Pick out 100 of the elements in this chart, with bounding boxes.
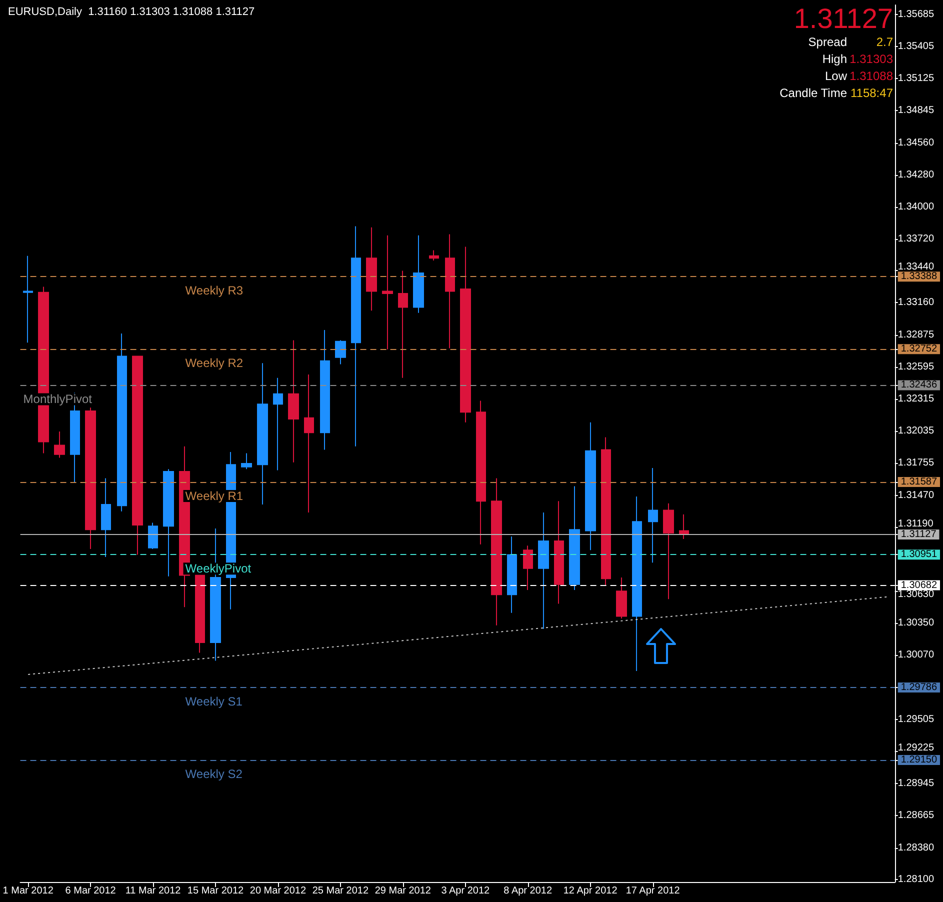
candlestick: [257, 362, 268, 506]
y-tick-label: 1.32315: [898, 394, 934, 405]
x-tick-label: 6 Mar 2012: [65, 886, 116, 896]
candlestick: [288, 340, 299, 463]
candlestick: [663, 502, 674, 600]
x-tick-label: 15 Mar 2012: [187, 886, 244, 896]
y-tick-label: 1.31755: [898, 457, 934, 468]
candlestick: [601, 436, 611, 586]
ref-line-label: Weekly R3: [185, 284, 244, 298]
x-tick-label: 29 Mar 2012: [374, 886, 432, 896]
ref-line-label: Weekly R2: [185, 356, 244, 370]
x-tick-label: 25 Mar 2012: [312, 886, 369, 896]
y-tick-label: 1.32875: [898, 330, 934, 341]
annotation: Spread: [808, 35, 847, 49]
candlestick: [366, 226, 377, 312]
annotation: 1.31088: [848, 68, 893, 85]
candlestick: [382, 234, 393, 350]
ref-line-label: Weekly S2: [185, 766, 243, 781]
candlestick: [554, 500, 564, 604]
y-tick-label: 1.29786: [900, 682, 938, 693]
y-tick-label: 1.30350: [898, 618, 934, 629]
candlestick: [304, 374, 314, 513]
candlestick: [569, 486, 580, 591]
candlestick: [54, 431, 65, 458]
y-tick-label: 1.35405: [898, 41, 934, 52]
candlestick: [335, 340, 346, 365]
ref-line-label: Weekly R1: [185, 489, 244, 504]
annotation: Low: [824, 69, 847, 83]
y-tick-label: 1.28665: [898, 810, 934, 821]
chart-title: EURUSD,Daily 1.31160 1.31303 1.31088 1.31127: [8, 6, 255, 18]
y-tick-label: 1.35685: [898, 9, 934, 20]
y-tick-label: 1.28380: [898, 842, 934, 854]
y-tick-label: 1.31190: [898, 518, 934, 530]
annotation: 1158:47: [850, 85, 893, 102]
y-tick-label: 1.34845: [898, 104, 934, 116]
y-tick-label: 1.32595: [898, 362, 934, 373]
x-tick-label: 1 Mar 2012: [2, 886, 54, 896]
candlestick: [117, 332, 127, 512]
y-tick-label: 1.28945: [898, 778, 934, 789]
candlestick: [85, 407, 96, 550]
candlestick: [320, 330, 330, 450]
y-tick-label: 1.34560: [898, 137, 934, 148]
x-tick-label: 3 Apr 2012: [441, 886, 490, 896]
annotation: 1.31127: [792, 3, 893, 34]
y-tick-label: 1.33160: [898, 297, 934, 308]
y-tick-label: 1.30070: [898, 650, 934, 661]
candlestick: [460, 246, 471, 423]
candlestick: [648, 468, 658, 564]
y-tick-label: 1.32436: [900, 380, 938, 391]
candlestick: [101, 478, 111, 558]
candlestick: [148, 522, 158, 550]
y-tick-label: 1.34000: [898, 201, 934, 212]
y-tick-label: 1.33720: [898, 233, 934, 244]
candlestick: [585, 422, 596, 551]
y-tick-label: 1.29150: [900, 754, 938, 766]
y-tick-label: 1.33440: [898, 262, 934, 273]
x-tick-label: 20 Mar 2012: [250, 886, 306, 896]
y-tick-label: 1.33388: [900, 271, 938, 282]
candlestick: [195, 574, 205, 654]
annotation: 1.31303: [848, 51, 893, 68]
ref-line-label: WeeklyPivot: [185, 562, 252, 576]
y-tick-label: 1.35125: [898, 73, 934, 84]
y-tick-label: 1.30682: [900, 580, 938, 591]
candlestick: [445, 234, 455, 349]
candlestick: [679, 514, 689, 540]
candlestick: [351, 226, 361, 447]
candlestick: [241, 452, 252, 470]
candlestick: [476, 400, 486, 545]
candlestick: [507, 536, 517, 614]
y-tick-label: 1.34280: [898, 169, 934, 180]
y-tick-label: 1.31127: [900, 529, 937, 540]
annotation: 2.7: [875, 34, 893, 51]
y-tick-label: 1.30630: [898, 589, 934, 600]
ref-line-label: MonthlyPivot: [23, 392, 93, 406]
annotation: High: [822, 52, 847, 66]
y-tick-label: 1.29505: [898, 714, 934, 725]
candlestick: [398, 270, 408, 378]
y-tick-label: 1.32035: [898, 425, 934, 436]
candlestick: [538, 512, 549, 630]
candlestick: [632, 496, 642, 672]
candlestick: [163, 468, 174, 577]
y-tick-label: 1.31470: [898, 490, 934, 501]
x-tick-label: 12 Apr 2012: [563, 886, 618, 896]
ref-line-label: Weekly S1: [185, 694, 243, 708]
y-tick-label: 1.30951: [900, 549, 938, 560]
candlestick: [413, 234, 424, 314]
candlestick: [23, 255, 33, 344]
candlestick: [273, 377, 283, 471]
y-tick-label: 1.31587: [900, 476, 938, 488]
x-tick-label: 17 Apr 2012: [626, 886, 680, 896]
y-tick-label: 1.32752: [900, 344, 938, 355]
annotation: Candle Time: [780, 86, 847, 100]
x-tick-label: 8 Apr 2012: [504, 886, 552, 896]
candlestick: [523, 545, 533, 591]
y-tick-label: 1.29225: [898, 742, 934, 754]
y-tick-label: 1.28100: [898, 874, 934, 886]
candlestick: [491, 478, 502, 626]
candlestick: [429, 250, 439, 261]
candlestick: [616, 577, 627, 620]
candlestick: [132, 356, 143, 556]
